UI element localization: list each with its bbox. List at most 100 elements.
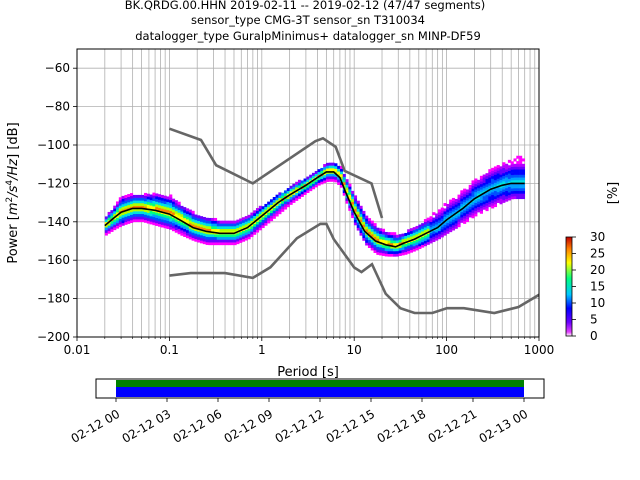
pdf-cell [393,253,397,257]
pdf-cell [516,188,520,191]
pdf-cell [488,204,492,208]
pdf-cell [286,204,290,208]
pdf-cell [197,220,201,224]
timeline-tick-label: 02-12 12 [273,407,327,446]
pdf-cell [488,185,492,189]
pdf-cell [482,185,486,189]
pdf-cell [418,237,422,241]
pdf-cell [460,214,464,218]
pdf-cell [149,194,153,198]
pdf-cell [281,192,285,196]
pdf-cell [166,196,170,200]
pdf-cell [171,209,176,213]
pdf-cell [160,194,164,198]
pdf-cell [342,173,346,177]
pdf-cell [211,236,215,240]
pdf-cell [174,213,178,217]
pdf-cell [202,238,206,242]
pdf-cell [225,242,229,246]
pdf-cell [454,207,458,211]
pdf-cell [236,222,240,226]
pdf-cell [169,197,173,201]
pdf-cell [384,240,388,244]
pdf-cell [141,213,145,217]
pdf-cell [211,242,215,246]
pdf-cell [496,186,500,190]
pdf-cell [443,203,447,207]
pdf-cell [174,224,178,228]
pdf-cell [146,215,150,219]
pdf-cell [353,219,358,223]
pdf-cell [163,214,167,218]
pdf-cell [474,186,478,190]
pdf-cell [390,245,394,249]
pdf-cell [465,213,470,217]
pdf-cell [519,166,523,170]
pdf-cell [373,236,377,240]
pdf-cell [407,237,411,241]
pdf-cell [507,184,511,188]
pdf-cell [418,240,422,244]
pdf-cell [365,242,369,246]
pdf-cell [365,221,369,224]
pdf-cell [155,220,159,224]
pdf-cell [300,191,304,195]
pdf-cell [471,193,475,197]
pdf-cell [435,221,439,225]
pdf-cell [373,231,377,235]
pdf-cell [356,214,360,218]
pdf-cell [258,219,262,223]
pdf-cell [334,165,338,169]
pdf-cell [477,201,481,205]
pdf-cell [163,203,167,207]
pdf-cell [507,173,511,177]
pdf-cell [516,179,520,183]
pdf-cell [479,205,483,209]
pdf-cell [334,163,338,167]
pdf-cell [130,203,134,207]
pdf-cell [180,227,184,231]
pdf-cell [365,215,369,219]
pdf-cell [216,220,220,224]
pdf-cell [516,166,520,170]
pdf-cell [334,171,338,175]
pdf-cell [373,223,377,227]
pdf-cell [160,208,164,212]
pdf-cell [152,216,156,220]
pdf-cell [429,216,433,220]
pdf-cell [474,178,478,182]
pdf-cell [496,181,500,185]
pdf-cell [225,226,229,230]
pdf-cell [124,200,128,204]
colorbar-tick-label: 5 [590,313,598,327]
pdf-cell [138,202,142,206]
pdf-cell [205,231,209,235]
pdf-cell [177,215,181,219]
pdf-cell [337,181,341,185]
pdf-cell [166,223,170,227]
pdf-cell [183,228,187,232]
pdf-cell [367,218,372,222]
pdf-cell [199,229,204,233]
pdf-cell [440,229,444,233]
pdf-cell [435,237,439,241]
pdf-cell [510,182,514,186]
pdf-cell [351,190,355,194]
pdf-cell [155,206,159,210]
pdf-cell [351,215,355,219]
pdf-cell [236,225,240,228]
pdf-cell [384,245,388,249]
pdf-cell [387,232,391,236]
pdf-cell [185,213,190,217]
pdf-cell [337,171,341,175]
pdf-cell [110,215,114,219]
pdf-cell [493,177,497,181]
pdf-cell [121,217,125,221]
pdf-cell [205,236,209,240]
pdf-cell [479,210,483,214]
pdf-cell [230,220,234,224]
pdf-cell [149,197,153,201]
pdf-cell [267,204,271,208]
pdf-cell [174,200,178,204]
pdf-cell [323,180,327,184]
